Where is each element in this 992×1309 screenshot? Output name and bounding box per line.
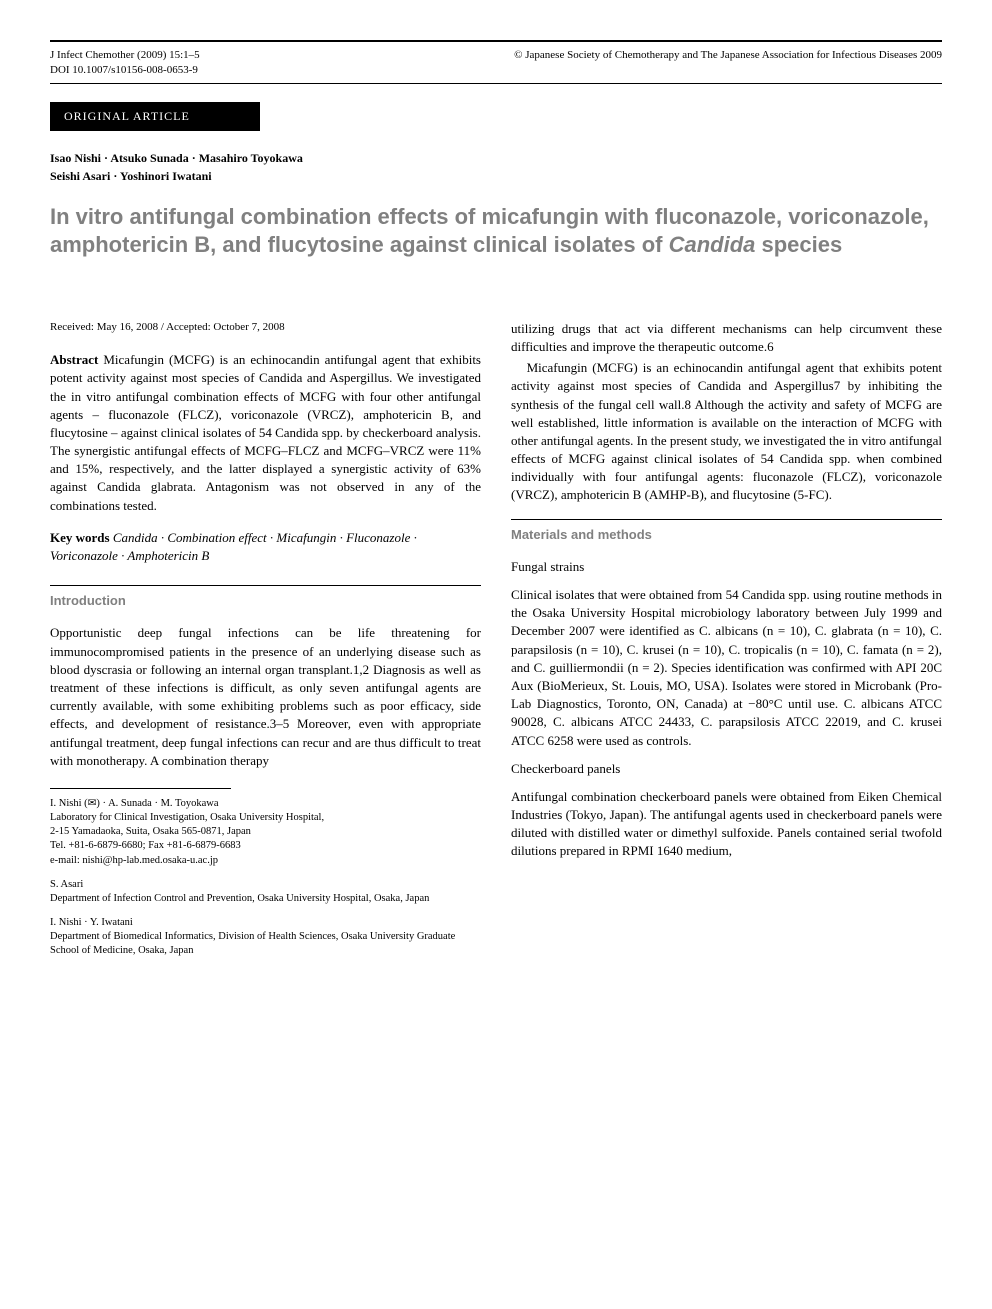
right-column: utilizing drugs that act via different m… [511,320,942,969]
affiliation-rule [50,788,231,789]
authors-line-1: Isao Nishi · Atsuko Sunada · Masahiro To… [50,149,942,167]
affiliation-block-2: S. Asari Department of Infection Control… [50,878,481,906]
affil-2-line-1: Department of Infection Control and Prev… [50,892,481,906]
title-post: species [755,232,842,257]
affil-3-names: I. Nishi · Y. Iwatani [50,916,481,930]
keywords-label: Key words [50,530,110,545]
left-column: Received: May 16, 2008 / Accepted: Octob… [50,320,481,969]
keywords-paragraph: Key words Candida · Combination effect ·… [50,529,481,565]
affil-1-line-4: e-mail: nishi@hp-lab.med.osaka-u.ac.jp [50,854,481,868]
article-title: In vitro antifungal combination effects … [50,203,942,260]
journal-ref-block: J Infect Chemother (2009) 15:1–5 DOI 10.… [50,48,200,79]
affil-1-names: I. Nishi (✉) · A. Sunada · M. Toyokawa [50,797,481,811]
affil-1-line-1: Laboratory for Clinical Investigation, O… [50,811,481,825]
col2-paragraph-2: Micafungin (MCFG) is an echinocandin ant… [511,359,942,505]
intro-paragraph-1: Opportunistic deep fungal infections can… [50,624,481,770]
journal-header: J Infect Chemother (2009) 15:1–5 DOI 10.… [50,48,942,79]
col2-continuation-p1: utilizing drugs that act via different m… [511,320,942,356]
introduction-heading: Introduction [50,585,481,610]
header-bottom-rule [50,83,942,84]
copyright: © Japanese Society of Chemotherapy and T… [514,48,942,79]
abstract-paragraph: Abstract Micafungin (MCFG) is an echinoc… [50,351,481,515]
authors-block: Isao Nishi · Atsuko Sunada · Masahiro To… [50,149,942,185]
affil-1-line-3: Tel. +81-6-6879-6680; Fax +81-6-6879-668… [50,839,481,853]
top-rule [50,40,942,42]
abstract-label: Abstract [50,352,98,367]
two-column-layout: Received: May 16, 2008 / Accepted: Octob… [50,320,942,969]
abstract-text: Micafungin (MCFG) is an echinocandin ant… [50,352,481,513]
article-type-badge: ORIGINAL ARTICLE [50,102,260,131]
authors-line-2: Seishi Asari · Yoshinori Iwatani [50,167,942,185]
affiliation-block-3: I. Nishi · Y. Iwatani Department of Biom… [50,916,481,959]
journal-ref: J Infect Chemother (2009) 15:1–5 [50,48,200,63]
materials-methods-heading: Materials and methods [511,519,942,544]
received-accepted-dates: Received: May 16, 2008 / Accepted: Octob… [50,320,481,335]
affiliation-block-1: I. Nishi (✉) · A. Sunada · M. Toyokawa L… [50,797,481,868]
title-italic: Candida [669,232,756,257]
affil-3-line-1: Department of Biomedical Informatics, Di… [50,930,481,958]
affil-1-line-2: 2-15 Yamadaoka, Suita, Osaka 565-0871, J… [50,825,481,839]
checkerboard-paragraph: Antifungal combination checkerboard pane… [511,788,942,861]
checkerboard-subhead: Checkerboard panels [511,760,942,778]
fungal-strains-subhead: Fungal strains [511,558,942,576]
doi: DOI 10.1007/s10156-008-0653-9 [50,63,200,78]
affil-2-names: S. Asari [50,878,481,892]
fungal-strains-paragraph: Clinical isolates that were obtained fro… [511,586,942,750]
